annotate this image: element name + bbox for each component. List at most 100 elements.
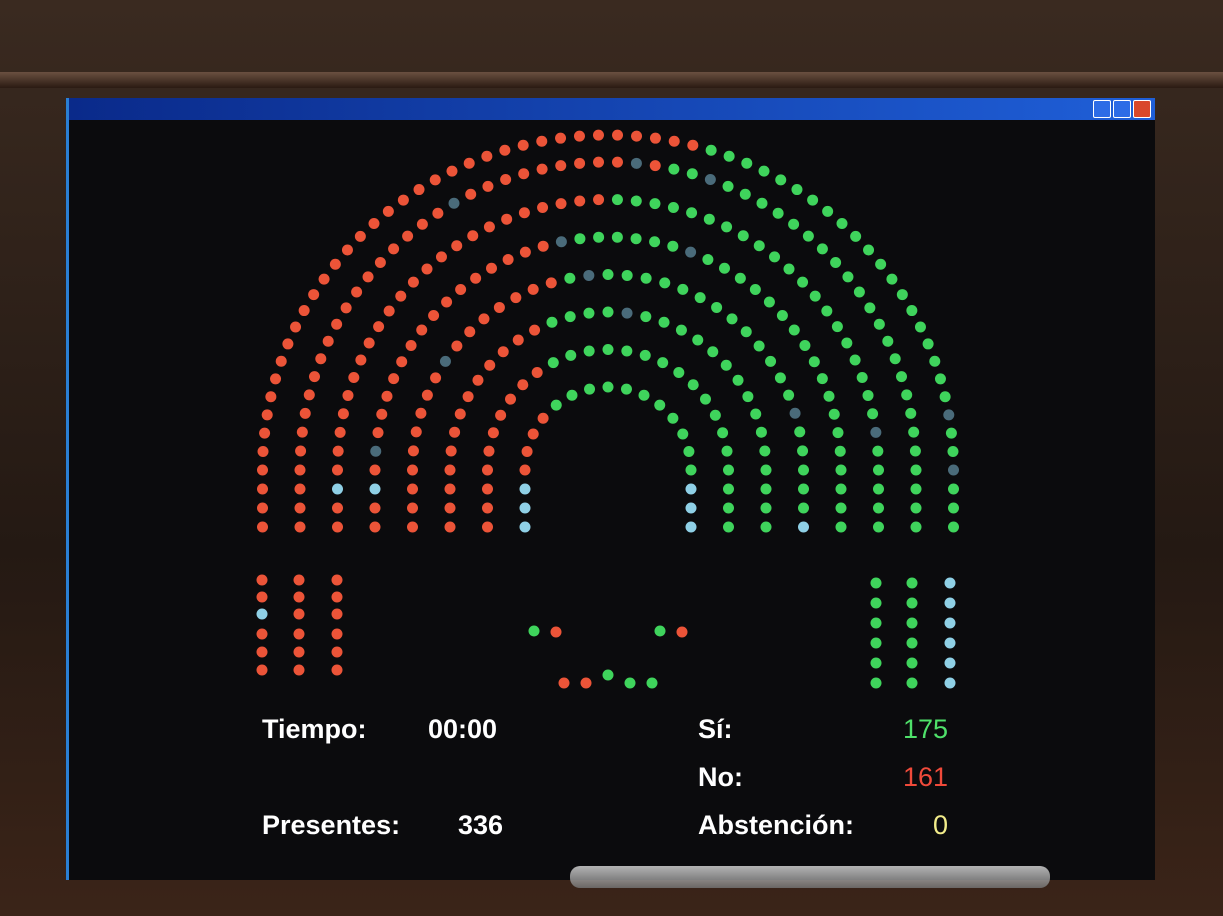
seat [911, 484, 922, 495]
seat [338, 408, 349, 419]
seat [407, 503, 418, 514]
seat [797, 277, 808, 288]
seat [863, 244, 874, 255]
seat [304, 389, 315, 400]
seat [499, 145, 510, 156]
seat [332, 522, 343, 533]
seat [522, 446, 533, 457]
seat [518, 168, 529, 179]
seat [297, 427, 308, 438]
seat [901, 389, 912, 400]
seat [832, 427, 843, 438]
seat [667, 241, 678, 252]
seat [733, 375, 744, 386]
seat [537, 202, 548, 213]
seat [836, 522, 847, 533]
seat [655, 626, 666, 637]
seat [761, 522, 772, 533]
seat [857, 372, 868, 383]
seat [798, 522, 809, 533]
seat [398, 195, 409, 206]
seat [495, 410, 506, 421]
seat [761, 484, 772, 495]
seat [723, 484, 734, 495]
seat [789, 325, 800, 336]
abstention-label: Abstención: [698, 810, 854, 841]
seat [373, 321, 384, 332]
seat [603, 670, 614, 681]
seat [396, 356, 407, 367]
seat [836, 465, 847, 476]
seat [342, 390, 353, 401]
seat [759, 445, 770, 456]
seat [639, 390, 650, 401]
pen [570, 866, 1050, 888]
seat [773, 208, 784, 219]
seat [406, 340, 417, 351]
seat [498, 346, 509, 357]
seat [907, 578, 918, 589]
seat [673, 367, 684, 378]
seat [536, 136, 547, 147]
seat [294, 665, 305, 676]
seat [908, 427, 919, 438]
seat [809, 356, 820, 367]
seat [754, 340, 765, 351]
seat [907, 658, 918, 669]
seat [625, 678, 636, 689]
seat [603, 307, 614, 318]
seat [700, 394, 711, 405]
seat [790, 408, 801, 419]
seat [685, 247, 696, 258]
seat [695, 292, 706, 303]
seat [821, 306, 832, 317]
seat [464, 326, 475, 337]
seat [686, 484, 697, 495]
seat [750, 408, 761, 419]
seat [584, 384, 595, 395]
seat [295, 503, 306, 514]
seat [621, 345, 632, 356]
seat [258, 446, 269, 457]
seat [764, 296, 775, 307]
hemicycle [0, 0, 1223, 916]
seat [482, 522, 493, 533]
seat [299, 305, 310, 316]
seat [905, 408, 916, 419]
seat [319, 274, 330, 285]
seat [436, 251, 447, 262]
seat [817, 243, 828, 254]
seat [667, 413, 678, 424]
seat [677, 627, 688, 638]
seat [537, 164, 548, 175]
seat [759, 166, 770, 177]
seat [257, 609, 268, 620]
seat [686, 522, 697, 533]
seat [803, 231, 814, 242]
seat [867, 408, 878, 419]
seat [294, 592, 305, 603]
seat [798, 484, 809, 495]
seat [612, 130, 623, 141]
seat [294, 647, 305, 658]
seat [430, 174, 441, 185]
seat [649, 236, 660, 247]
seat [257, 592, 268, 603]
seat [520, 484, 531, 495]
seat [262, 409, 273, 420]
seat [257, 647, 268, 658]
seat [583, 270, 594, 281]
seat [835, 446, 846, 457]
seat [529, 626, 540, 637]
seat [445, 465, 456, 476]
seat [368, 218, 379, 229]
seat [907, 598, 918, 609]
seat [445, 503, 456, 514]
seat [332, 647, 343, 658]
seat [686, 465, 697, 476]
seat [788, 219, 799, 230]
seat [721, 221, 732, 232]
seat [702, 254, 713, 265]
seat [761, 503, 772, 514]
seat [440, 356, 451, 367]
